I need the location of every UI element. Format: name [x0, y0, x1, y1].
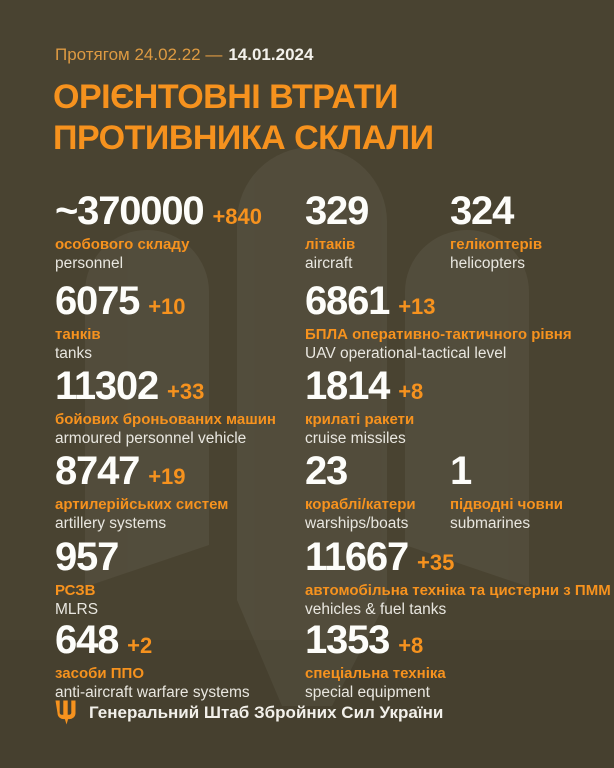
stat-uav: 6861 +13 БПЛА оперативно-тактичного рівня…	[305, 281, 572, 364]
stat-label-en: MLRS	[55, 601, 99, 618]
title-line-1: ОРІЄНТОВНІ ВТРАТИ	[53, 78, 398, 116]
title-line-2: ПРОТИВНИКА СКЛАЛИ	[53, 119, 434, 157]
footer: Генеральний Штаб Збройних Сил України	[55, 700, 443, 725]
stat-delta: +8	[398, 379, 424, 404]
stat-value: 6075	[55, 279, 140, 323]
stat-delta: +8	[398, 633, 424, 658]
stat-artillery: 8747 +19 артилерійських систем artillery …	[55, 451, 228, 534]
stat-value: 329	[305, 189, 369, 233]
stat-label-ua: автомобільна техніка та цистерни з ПММ	[305, 582, 611, 599]
stat-value: 11667	[305, 535, 409, 579]
stat-mlrs: 957 РСЗВ MLRS	[55, 537, 127, 620]
stat-value: 324	[450, 189, 514, 233]
stat-delta: +35	[417, 550, 455, 575]
stat-delta: +840	[212, 204, 262, 229]
stat-label-ua: літаків	[305, 236, 356, 253]
stat-helicopters: 324 гелікоптерів helicopters	[450, 191, 542, 274]
stat-label-en: armoured personnel vehicle	[55, 430, 247, 447]
stat-value: 11302	[55, 364, 159, 408]
stat-label-ua: засоби ППО	[55, 665, 144, 682]
stat-label-ua: бойових броньованих машин	[55, 411, 276, 428]
stat-label-ua: БПЛА оперативно-тактичного рівня	[305, 326, 572, 343]
trident-icon	[55, 700, 76, 725]
page-title: ОРІЄНТОВНІ ВТРАТИ ПРОТИВНИКА СКЛАЛИ	[53, 77, 434, 159]
stat-delta: +33	[167, 379, 205, 404]
stat-label-en: helicopters	[450, 255, 525, 272]
stat-label-en: submarines	[450, 515, 531, 532]
stat-submarines: 1 підводні човни submarines	[450, 451, 563, 534]
stat-aircraft: 329 літаків aircraft	[305, 191, 377, 274]
stat-personnel: ~370000 +840 особового складу personnel	[55, 191, 262, 274]
period-date: 14.01.2024	[228, 45, 314, 64]
stat-label-ua: танків	[55, 326, 101, 343]
stat-vehicles-fuel-tanks: 11667 +35 автомобільна техніка та цистерн…	[305, 537, 611, 620]
stat-value: 8747	[55, 449, 140, 493]
stat-value: 957	[55, 535, 119, 579]
stat-anti-aircraft: 648 +2 засоби ППО anti-aircraft warfare s…	[55, 620, 250, 703]
stat-label-en: aircraft	[305, 255, 353, 272]
stat-label-en: UAV operational-tactical level	[305, 345, 507, 362]
report-period: Протягом 24.02.22 — 14.01.2024	[55, 44, 313, 66]
stat-label-ua: особового складу	[55, 236, 190, 253]
stat-value: 23	[305, 449, 348, 493]
stat-label-ua: артилерійських систем	[55, 496, 229, 513]
stat-label-en: anti-aircraft warfare systems	[55, 684, 250, 701]
stat-delta: +2	[127, 633, 153, 658]
stat-label-en: vehicles & fuel tanks	[305, 601, 447, 618]
stat-tanks: 6075 +10 танків tanks	[55, 281, 186, 364]
stat-label-en: special equipment	[305, 684, 430, 701]
stat-special-equipment: 1353 +8 спеціальна техніка special equipm…	[305, 620, 446, 703]
footer-org-name: Генеральний Штаб Збройних Сил України	[89, 702, 444, 722]
stat-value: 648	[55, 618, 119, 662]
stat-label-en: personnel	[55, 255, 124, 272]
stat-delta: +19	[148, 464, 186, 489]
stat-label-ua: підводні човни	[450, 496, 564, 513]
stat-label-ua: спеціальна техніка	[305, 665, 446, 682]
stat-label-en: artillery systems	[55, 515, 167, 532]
stat-armoured-vehicles: 11302 +33 бойових броньованих машин armou…	[55, 366, 276, 449]
stat-warships: 23 кораблі/катери warships/boats	[305, 451, 416, 534]
stat-value: 1	[450, 449, 472, 493]
stat-label-ua: кораблі/катери	[305, 496, 416, 513]
stat-label-ua: гелікоптерів	[450, 236, 543, 253]
stat-value: 1814	[305, 364, 390, 408]
stat-cruise-missiles: 1814 +8 крилаті ракети cruise missiles	[305, 366, 423, 449]
stat-label-ua: крилаті ракети	[305, 411, 415, 428]
period-prefix: Протягом 24.02.22 —	[55, 45, 223, 64]
stat-label-en: cruise missiles	[305, 430, 406, 447]
stat-label-ua: РСЗВ	[55, 582, 96, 599]
stat-value: ~370000	[55, 189, 205, 233]
stat-delta: +10	[148, 294, 186, 319]
stat-delta: +13	[398, 294, 436, 319]
stat-label-en: warships/boats	[305, 515, 409, 532]
stat-value: 1353	[305, 618, 390, 662]
stat-value: 6861	[305, 279, 390, 323]
stat-label-en: tanks	[55, 345, 93, 362]
